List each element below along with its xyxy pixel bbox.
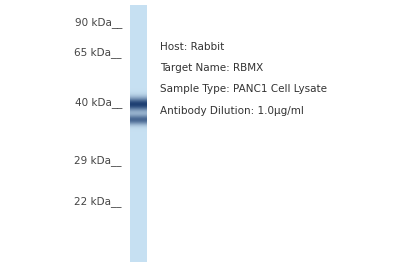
Text: 90 kDa__: 90 kDa__ (75, 17, 122, 28)
Text: 22 kDa__: 22 kDa__ (74, 196, 122, 207)
Text: 65 kDa__: 65 kDa__ (74, 47, 122, 57)
Text: Antibody Dilution: 1.0μg/ml: Antibody Dilution: 1.0μg/ml (160, 106, 304, 116)
Text: Target Name: RBMX: Target Name: RBMX (160, 63, 263, 73)
Text: Host: Rabbit: Host: Rabbit (160, 42, 224, 52)
Text: Sample Type: PANC1 Cell Lysate: Sample Type: PANC1 Cell Lysate (160, 84, 327, 95)
Text: 40 kDa__: 40 kDa__ (75, 97, 122, 108)
Text: 29 kDa__: 29 kDa__ (74, 155, 122, 166)
